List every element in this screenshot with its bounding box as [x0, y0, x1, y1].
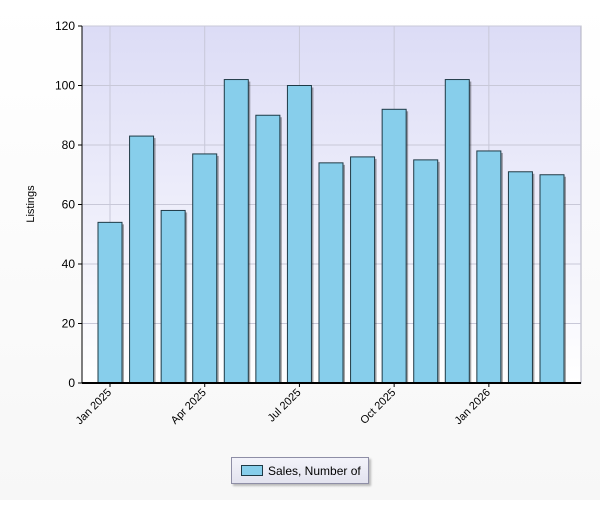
x-tick-labels: Jan 2025 Apr 2025 Jul 2025 Oct 2025 Jan 2026 — [74, 387, 493, 427]
bar — [444, 79, 470, 384]
x-tick-label: Jul 2025 — [266, 387, 304, 425]
y-axis-label: Listings — [25, 185, 37, 223]
bar — [318, 162, 344, 384]
bar — [97, 221, 123, 384]
bar — [381, 108, 407, 384]
bar — [286, 85, 312, 384]
y-tick-label: 100 — [55, 79, 75, 93]
y-tick-label: 20 — [62, 317, 76, 331]
axes — [78, 25, 581, 387]
y-tick-labels: 0 20 40 60 80 100 120 — [55, 19, 75, 390]
y-tick-label: 0 — [68, 376, 75, 390]
bar — [192, 153, 218, 384]
x-tick-label: Jan 2026 — [452, 387, 492, 427]
x-tick-label: Oct 2025 — [358, 387, 398, 427]
bar — [129, 135, 155, 384]
legend: Sales, Number of — [231, 457, 369, 484]
x-tick-label: Jan 2025 — [74, 387, 114, 427]
legend-swatch — [241, 465, 263, 476]
bar — [223, 79, 249, 384]
y-tick-label: 40 — [62, 257, 76, 271]
bars — [97, 79, 566, 384]
bar — [507, 171, 533, 384]
y-tick-label: 80 — [62, 138, 76, 152]
bar — [350, 156, 376, 384]
legend-label: Sales, Number of — [268, 463, 361, 478]
x-tick-label: Apr 2025 — [169, 387, 209, 427]
y-tick-label: 60 — [62, 198, 76, 212]
y-tick-label: 120 — [55, 19, 75, 33]
bar — [476, 150, 502, 384]
bar — [255, 114, 281, 384]
bar — [539, 174, 565, 384]
bar — [413, 159, 439, 384]
bar — [160, 209, 186, 384]
